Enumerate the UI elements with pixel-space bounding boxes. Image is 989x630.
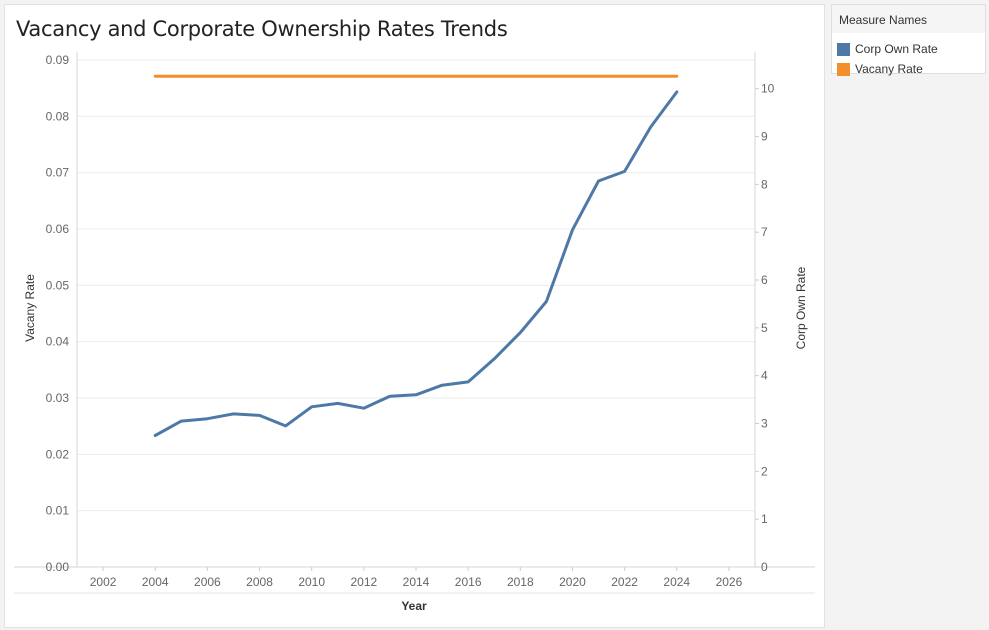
x-tick-label: 2024 (663, 575, 690, 589)
y-right-tick-label: 9 (761, 130, 768, 144)
y-axis-right-tick-labels: 0 1 2 3 4 5 6 7 8 9 10 (755, 82, 775, 574)
y-left-tick-label: 0.08 (46, 109, 70, 123)
x-axis-tick-labels: 2002 2004 2006 2008 2010 2012 2014 2016 2018 2020… (90, 567, 743, 589)
y-left-tick-label: 0.01 (46, 504, 70, 518)
x-tick-label: 2012 (350, 575, 377, 589)
y-axis-right-title: Corp Own Rate (794, 266, 808, 349)
chart-title: Vacancy and Corporate Ownership Rates Tr… (16, 17, 508, 41)
y-right-tick-label: 6 (761, 273, 768, 287)
x-tick-label: 2014 (403, 575, 430, 589)
y-left-tick-label: 0.09 (46, 53, 70, 67)
y-left-tick-label: 0.03 (46, 391, 70, 405)
series-lines (153, 74, 679, 437)
y-axis-left-title: Vacany Rate (23, 274, 37, 342)
series-line-corp-own-rate[interactable] (153, 90, 679, 437)
legend-label-vacany-rate: Vacany Rate (855, 62, 923, 76)
y-right-tick-label: 10 (761, 82, 775, 96)
y-axis-left-tick-labels: 0.00 0.01 0.02 0.03 0.04 0.05 0.06 0.07 0.08 0.09 (46, 53, 70, 574)
x-tick-label: 2020 (559, 575, 586, 589)
y-right-tick-label: 3 (761, 417, 768, 431)
y-right-tick-label: 4 (761, 369, 768, 383)
legend: Measure Names Corp Own Rate Vacany Rate (831, 4, 986, 77)
y-left-tick-label: 0.07 (46, 166, 70, 180)
x-axis-title: Year (401, 599, 427, 613)
x-tick-label: 2026 (716, 575, 743, 589)
y-right-tick-label: 2 (761, 464, 768, 478)
axis-lines (14, 52, 815, 594)
legend-label-corp-own-rate: Corp Own Rate (855, 42, 938, 56)
x-tick-label: 2002 (90, 575, 117, 589)
x-tick-label: 2006 (194, 575, 221, 589)
x-tick-label: 2016 (455, 575, 482, 589)
y-right-tick-label: 5 (761, 321, 768, 335)
y-right-tick-label: 8 (761, 177, 768, 191)
y-left-tick-label: 0.00 (46, 560, 70, 574)
x-tick-label: 2018 (507, 575, 534, 589)
legend-item-corp-own-rate[interactable]: Corp Own Rate (837, 41, 938, 57)
y-left-tick-label: 0.04 (46, 335, 70, 349)
legend-swatch-corp-own-rate (837, 42, 850, 56)
y-left-tick-label: 0.06 (46, 222, 70, 236)
worksheet-pane: Vacancy and Corporate Ownership Rates Tr… (4, 4, 825, 628)
y-right-tick-label: 0 (761, 560, 768, 574)
x-tick-label: 2010 (298, 575, 325, 589)
y-right-tick-label: 7 (761, 225, 768, 239)
x-tick-label: 2008 (246, 575, 273, 589)
legend-item-vacany-rate[interactable]: Vacany Rate (837, 61, 923, 77)
gridlines (77, 59, 755, 568)
x-tick-label: 2004 (142, 575, 169, 589)
legend-swatch-vacany-rate (837, 62, 850, 76)
y-left-tick-label: 0.05 (46, 278, 70, 292)
x-tick-label: 2022 (611, 575, 638, 589)
y-left-tick-label: 0.02 (46, 447, 70, 461)
y-right-tick-label: 1 (761, 512, 768, 526)
legend-title: Measure Names (832, 5, 985, 33)
